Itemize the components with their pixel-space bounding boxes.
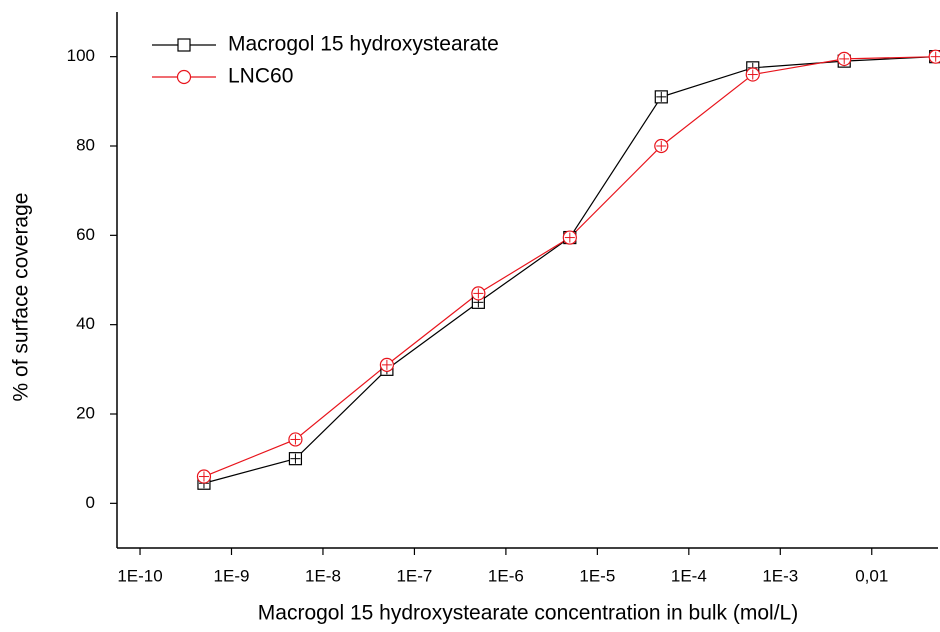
y-axis-title: % of surface coverage [10,193,33,402]
x-tick-label: 1E-5 [579,566,615,585]
x-tick-label: 1E-9 [214,566,250,585]
legend-text: LNC60 [228,65,293,88]
x-tick-label: 1E-10 [117,566,162,585]
x-tick-label: 1E-7 [396,566,432,585]
x-tick-label: 0,01 [855,566,888,585]
legend-marker [176,69,192,85]
y-tick-label: 40 [76,314,95,333]
y-tick-label: 20 [76,403,95,422]
x-tick-label: 1E-6 [488,566,524,585]
x-tick-label: 1E-3 [762,566,798,585]
y-tick-label: 100 [67,46,95,65]
y-tick-label: 60 [76,225,95,244]
x-tick-label: 1E-8 [305,566,341,585]
y-tick-label: 0 [86,493,95,512]
legend-text: Macrogol 15 hydroxystearate [228,33,499,56]
y-tick-label: 80 [76,135,95,154]
series-line [203,56,936,478]
x-tick-label: 1E-4 [671,566,707,585]
legend-marker [177,38,191,52]
series-line [203,56,936,484]
x-axis-title: Macrogol 15 hydroxystearate concentratio… [258,602,798,625]
